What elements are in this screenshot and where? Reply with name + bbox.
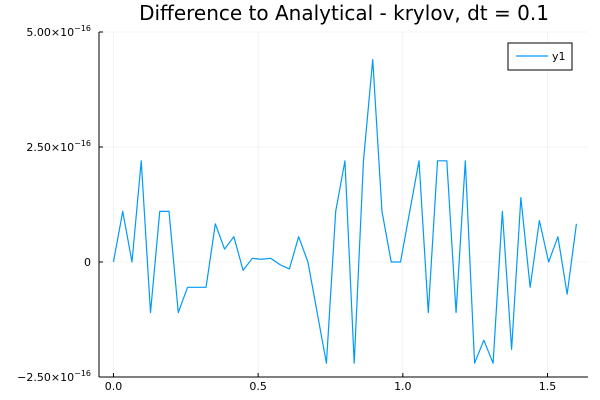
y-tick-label-3: 5.00×10−16 xyxy=(26,24,91,39)
x-tick-label-0: 0.0 xyxy=(105,380,123,393)
x-tick-label-3: 1.5 xyxy=(539,380,557,393)
y-tick-label-1: 0 xyxy=(84,256,91,269)
legend: y1 xyxy=(507,42,573,71)
y-tick-label-0: −2.50×10−16 xyxy=(17,369,91,384)
series-layer xyxy=(112,58,578,364)
tick-labels: 0.0 0.5 1.0 1.5 −2.50×10−16 0 2.50×10−16 5.00×1… xyxy=(17,24,556,393)
axes xyxy=(98,31,588,378)
legend-label-y1: y1 xyxy=(552,50,566,63)
grid xyxy=(99,31,588,378)
series-line-y1 xyxy=(112,58,578,364)
x-tick-label-1: 0.5 xyxy=(249,380,267,393)
x-tick-label-2: 1.0 xyxy=(394,380,412,393)
y-tick-label-2: 2.50×10−16 xyxy=(26,139,91,154)
chart-title: Difference to Analytical - krylov, dt = … xyxy=(139,1,549,25)
